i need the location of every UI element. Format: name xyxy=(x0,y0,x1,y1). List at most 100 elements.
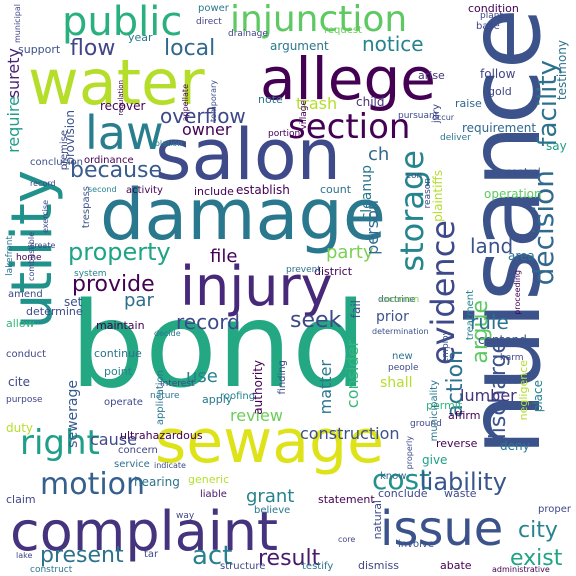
word-structure: structure xyxy=(220,561,266,572)
word-contend: contend xyxy=(478,333,527,347)
word-construction: construction xyxy=(300,424,400,443)
word-municipal: municipal xyxy=(13,4,22,43)
word-give: give xyxy=(422,453,448,467)
word-flow: flow xyxy=(70,36,116,61)
word-indicate: indicate xyxy=(154,461,186,470)
word-prior: prior xyxy=(376,309,409,325)
word-prevent: prevent xyxy=(286,265,321,275)
word-nature: nature xyxy=(150,391,180,401)
word-control: control xyxy=(506,167,541,178)
word-involve: involve xyxy=(398,539,435,550)
word-owner: owner xyxy=(182,120,232,139)
word-recover: recover xyxy=(100,99,146,113)
word-liability: liability xyxy=(420,468,507,496)
word-statement: statement xyxy=(318,493,375,506)
word-duty: duty xyxy=(6,421,34,435)
word-harm: harm xyxy=(500,353,524,363)
word-injury: injury xyxy=(180,255,333,318)
word-sewage: sewage xyxy=(155,407,385,477)
word-regulation: regulation xyxy=(117,80,125,116)
word-new: new xyxy=(392,351,413,362)
word-common: common xyxy=(380,295,420,305)
word-apply: apply xyxy=(202,393,233,406)
word-abate: abate xyxy=(440,559,472,572)
word-fail: fail xyxy=(349,300,363,319)
word-determine: determine xyxy=(26,305,83,318)
word-employ: employ xyxy=(441,330,451,364)
word-injunction: injunction xyxy=(230,0,408,40)
word-district: district xyxy=(314,265,353,278)
word-file: file xyxy=(210,246,238,267)
word-village: village xyxy=(299,100,309,130)
word-damage: damage xyxy=(100,174,386,256)
word-follow: follow xyxy=(480,67,516,81)
word-hearing: hearing xyxy=(134,475,180,489)
word-lakefront: lakefront xyxy=(5,236,15,276)
word-include: include xyxy=(194,185,234,198)
word-bond: bond xyxy=(70,276,367,414)
word-cause: cause xyxy=(90,430,137,449)
word-second: second xyxy=(88,185,117,194)
word-allege: allege xyxy=(260,45,436,113)
word-set: set xyxy=(64,295,83,309)
word-act: act xyxy=(192,541,233,571)
word-temporary: temporary xyxy=(209,80,218,123)
word-public: public xyxy=(62,0,183,45)
word-law: law xyxy=(85,106,164,160)
word-core: core xyxy=(338,535,356,544)
word-city: city xyxy=(518,518,558,543)
word-testify: testify xyxy=(302,561,334,572)
word-know: know xyxy=(380,471,407,482)
word-generic: generic xyxy=(188,473,230,486)
word-doctrine: doctrine xyxy=(378,295,416,305)
word-area: area xyxy=(508,249,535,263)
word-use: use xyxy=(186,366,218,387)
word-negligence: negligence xyxy=(517,360,530,421)
word-permit: permit xyxy=(426,399,463,412)
word-way: way xyxy=(176,511,195,521)
word-overflow: overflow xyxy=(160,104,246,128)
word-requirement: requirement xyxy=(462,121,537,135)
word-salon: salon xyxy=(155,114,342,196)
word-condition: condition xyxy=(468,2,519,15)
word-premise: premise xyxy=(59,130,70,171)
word-con: con xyxy=(406,171,423,181)
word-rule: rule xyxy=(470,310,509,334)
word-provide: provide xyxy=(72,272,155,297)
word-create: create xyxy=(30,241,56,250)
word-say: say xyxy=(546,139,567,153)
word-operate: operate xyxy=(104,397,143,408)
word-appellate: appellate xyxy=(181,84,190,122)
word-record-small: record xyxy=(30,179,56,188)
word-affirm: affirm xyxy=(448,409,481,422)
word-complaint: complaint xyxy=(10,500,279,563)
word-cleanup: cleanup xyxy=(359,165,375,221)
word-request: request xyxy=(324,25,363,36)
word-reverse: reverse xyxy=(436,437,478,450)
word-claim: claim xyxy=(6,493,36,506)
word-trash: trash xyxy=(296,94,338,113)
word-power: power xyxy=(198,3,229,14)
word-require: require xyxy=(4,96,23,153)
word-party: party xyxy=(326,242,374,263)
word-year: year xyxy=(128,31,153,44)
word-because: because xyxy=(70,158,163,183)
word-ultrahazardous: ultrahazardous xyxy=(120,429,203,442)
word-exercise: exercise xyxy=(41,200,50,234)
word-plant: plant xyxy=(480,11,503,21)
word-purpose: purpose xyxy=(6,395,43,405)
word-lumber: lumber xyxy=(460,386,517,405)
word-establish: establish xyxy=(236,183,290,197)
word-properly: properly xyxy=(405,436,414,470)
word-child: child xyxy=(356,95,385,109)
word-notice: notice xyxy=(362,32,424,56)
word-lake: lake xyxy=(16,551,33,560)
word-concern: concern xyxy=(118,445,158,456)
word-pursuant: pursuant xyxy=(398,111,439,121)
word-continue: continue xyxy=(94,347,142,360)
word-determination: determination xyxy=(372,327,429,336)
word-ground: ground xyxy=(410,419,442,429)
word-cost: cost xyxy=(372,463,431,496)
word-natural: natural xyxy=(371,500,384,540)
